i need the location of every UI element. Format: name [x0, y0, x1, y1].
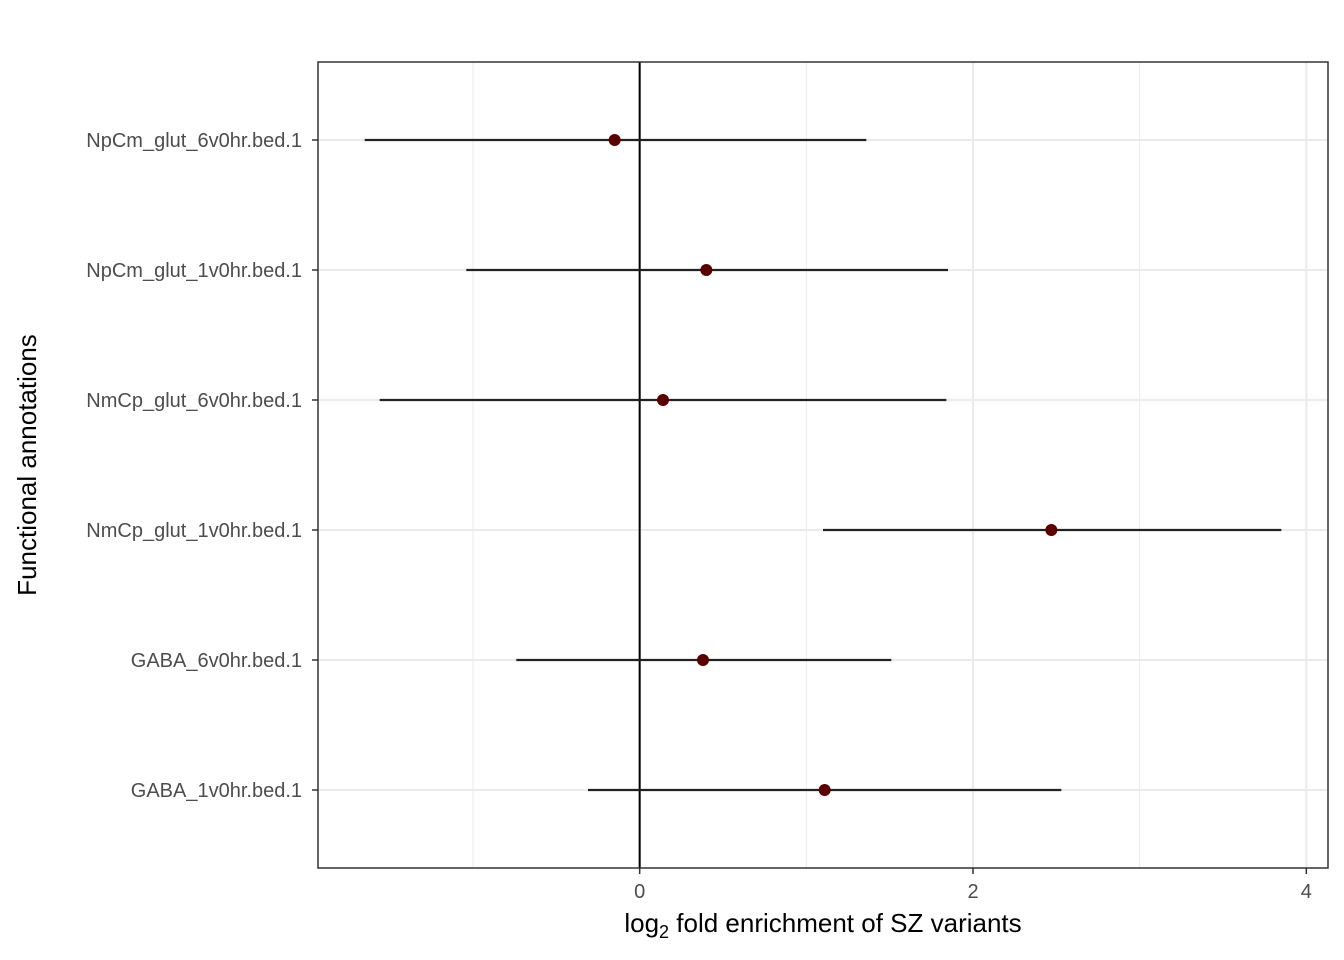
panel-border	[317, 61, 1329, 869]
minor-gridlines	[472, 62, 1141, 868]
x-axis-title-subscript: 2	[659, 922, 669, 942]
y-axis-ticks: NpCm_glut_6v0hr.bed.1 NpCm_glut_1v0hr.bed…	[86, 130, 318, 802]
y-tick-label: GABA_6v0hr.bed.1	[131, 650, 302, 672]
point-estimate	[657, 394, 669, 406]
y-tick-label: NmCp_glut_1v0hr.bed.1	[86, 520, 302, 542]
point-estimate	[697, 654, 709, 666]
point-estimate	[608, 134, 621, 146]
confidence-intervals	[364, 138, 1282, 792]
y-tick-label: NmCp_glut_6v0hr.bed.1	[86, 390, 302, 412]
point-estimate	[818, 784, 831, 796]
x-axis-title-prefix: log	[624, 908, 659, 938]
x-tick-label: 0	[634, 881, 645, 903]
y-tick-label: NpCm_glut_1v0hr.bed.1	[86, 260, 302, 282]
y-tick-label: GABA_1v0hr.bed.1	[131, 780, 302, 802]
x-axis-title: log2 fold enrichment of SZ variants	[624, 908, 1021, 942]
major-gridlines	[318, 62, 1328, 868]
point-estimate	[1045, 524, 1058, 536]
x-tick-label: 4	[1301, 881, 1312, 903]
point-estimate	[700, 264, 713, 276]
x-axis-ticks: 0 2 4	[634, 868, 1312, 903]
x-axis-title-suffix: fold enrichment of SZ variants	[669, 908, 1022, 938]
y-tick-label: NpCm_glut_6v0hr.bed.1	[86, 130, 302, 152]
point-estimates	[608, 134, 1058, 796]
y-axis-title: Functional annotations	[12, 334, 42, 596]
x-tick-label: 2	[967, 881, 978, 903]
